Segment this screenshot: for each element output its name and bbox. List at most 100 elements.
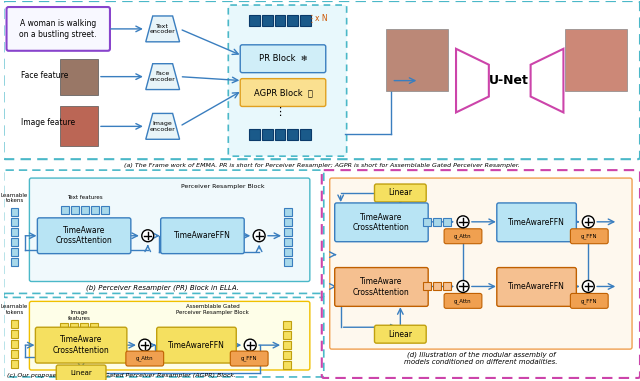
Text: ⋮: ⋮ (307, 14, 317, 24)
Bar (10, 238, 19, 246)
Circle shape (139, 339, 151, 351)
FancyBboxPatch shape (35, 327, 127, 363)
Text: Learnable
tokens: Learnable tokens (1, 304, 28, 315)
FancyBboxPatch shape (56, 365, 106, 381)
Text: Assemblable Gated
Perceiver Resampler Block: Assemblable Gated Perceiver Resampler Bl… (176, 304, 249, 315)
Bar (283, 361, 291, 369)
Text: A woman is walking
on a bustling street.: A woman is walking on a bustling street. (19, 19, 97, 38)
FancyBboxPatch shape (444, 229, 482, 244)
Text: TimeAwareFFN: TimeAwareFFN (168, 341, 225, 350)
Bar (287, 16, 298, 26)
Polygon shape (146, 114, 180, 139)
FancyBboxPatch shape (6, 7, 110, 51)
Text: TimeAware
CrossAttention: TimeAware CrossAttention (353, 213, 410, 232)
Bar (10, 360, 19, 368)
Text: TimeAwareFFN: TimeAwareFFN (174, 231, 231, 240)
Text: g_Attn: g_Attn (136, 356, 154, 362)
Bar (283, 321, 291, 329)
Text: PR Block  ❄️: PR Block ❄️ (259, 54, 307, 63)
Circle shape (253, 230, 265, 242)
Bar (284, 248, 292, 256)
Text: Face
encoder: Face encoder (150, 71, 175, 82)
Bar (10, 248, 19, 256)
Text: Face feature: Face feature (22, 71, 69, 80)
Bar (275, 129, 285, 140)
Bar (283, 341, 291, 349)
Text: U-Net: U-Net (489, 74, 529, 87)
Bar (90, 323, 98, 331)
Bar (423, 218, 431, 226)
Bar (262, 129, 273, 140)
Bar (101, 206, 109, 214)
Bar (10, 350, 19, 358)
Text: Text features: Text features (67, 195, 103, 200)
Text: TimeAwareFFN: TimeAwareFFN (508, 282, 565, 291)
FancyBboxPatch shape (126, 351, 164, 366)
Bar (423, 282, 431, 290)
Bar (10, 340, 19, 348)
Bar (60, 323, 68, 331)
Text: Image
features: Image features (68, 310, 91, 321)
Text: (d) Illustration of the modular assembly of
models conditioned on different moda: (d) Illustration of the modular assembly… (404, 351, 557, 365)
FancyBboxPatch shape (228, 5, 347, 156)
Bar (443, 218, 451, 226)
Text: x N: x N (316, 14, 328, 24)
Bar (287, 129, 298, 140)
Bar (81, 206, 89, 214)
Bar (283, 351, 291, 359)
Bar (70, 323, 78, 331)
Bar (71, 206, 79, 214)
Text: TimeAware
CrossAttention: TimeAware CrossAttention (52, 335, 109, 355)
FancyBboxPatch shape (29, 301, 310, 370)
Text: Text
encoder: Text encoder (150, 24, 175, 34)
Circle shape (142, 230, 154, 242)
Polygon shape (456, 49, 489, 112)
FancyBboxPatch shape (240, 45, 326, 73)
Text: TimeAware
CrossAttention: TimeAware CrossAttention (353, 277, 410, 297)
FancyBboxPatch shape (230, 351, 268, 366)
FancyBboxPatch shape (37, 218, 131, 254)
Bar (283, 331, 291, 339)
Text: Linear: Linear (388, 330, 412, 339)
Bar (10, 228, 19, 236)
Text: TimeAware
CrossAttention: TimeAware CrossAttention (56, 226, 113, 245)
FancyBboxPatch shape (444, 293, 482, 308)
Text: (a) The Frame work of EMMA. PR is short for Perceiver Resampler; AGPR is short f: (a) The Frame work of EMMA. PR is short … (124, 163, 520, 168)
Text: Image feature: Image feature (22, 118, 76, 127)
Bar (91, 206, 99, 214)
Text: AGPR Block  🔥: AGPR Block 🔥 (253, 88, 312, 97)
Bar (387, 29, 448, 91)
Bar (275, 16, 285, 26)
Text: (c) Our proposed Assemblable Gated Perceiver Resampler (AGPR) Block.: (c) Our proposed Assemblable Gated Perce… (6, 373, 236, 378)
Bar (61, 206, 69, 214)
FancyBboxPatch shape (497, 203, 577, 242)
FancyBboxPatch shape (335, 203, 428, 242)
FancyBboxPatch shape (29, 178, 310, 282)
Text: TimeAwareFFN: TimeAwareFFN (508, 218, 565, 227)
FancyBboxPatch shape (570, 293, 608, 308)
FancyBboxPatch shape (157, 327, 236, 363)
Bar (10, 320, 19, 328)
FancyBboxPatch shape (570, 229, 608, 244)
Circle shape (582, 216, 595, 228)
Text: g_FFN: g_FFN (241, 356, 257, 362)
Text: g_Attn: g_Attn (454, 234, 472, 239)
Circle shape (244, 339, 256, 351)
Polygon shape (146, 16, 180, 42)
Bar (60, 59, 98, 94)
Bar (60, 106, 98, 146)
Bar (300, 16, 311, 26)
Text: ⋮: ⋮ (275, 107, 285, 117)
FancyBboxPatch shape (161, 218, 244, 254)
Bar (10, 218, 19, 226)
Bar (249, 16, 260, 26)
Text: g_FFN: g_FFN (581, 298, 598, 304)
Text: g_Attn: g_Attn (454, 298, 472, 304)
Text: Linear: Linear (70, 370, 92, 376)
Polygon shape (531, 49, 563, 112)
Bar (443, 282, 451, 290)
Bar (433, 282, 441, 290)
Bar (10, 258, 19, 266)
Circle shape (457, 280, 469, 293)
Bar (284, 238, 292, 246)
